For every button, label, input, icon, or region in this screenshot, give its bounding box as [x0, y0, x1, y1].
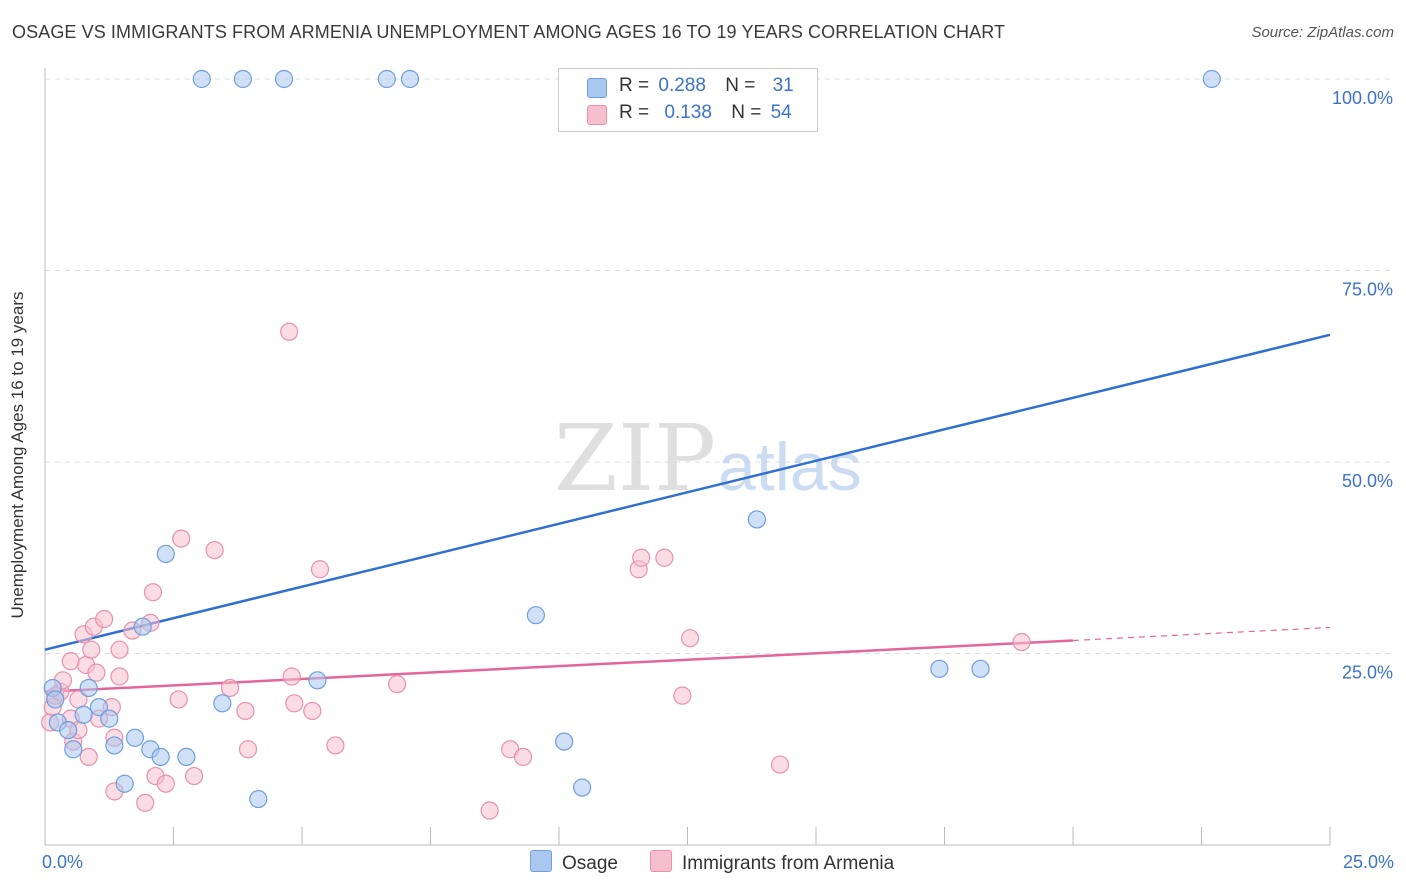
point-armenia — [172, 529, 191, 548]
grid-layer — [45, 78, 1392, 654]
point-osage — [308, 671, 327, 690]
trend-layer — [44, 333, 1331, 694]
y-tick-label: 50.0% — [1342, 471, 1393, 491]
source-credit: Source: ZipAtlas.com — [1251, 24, 1394, 41]
point-armenia — [238, 740, 258, 759]
series-legend-armenia: Immigrants from Armenia — [650, 850, 894, 875]
legend-text-armenia: R = 0.138 N = 54 — [619, 102, 792, 124]
legend-n-value: 31 — [772, 75, 794, 96]
trendline-armenia — [44, 639, 1074, 694]
point-osage — [274, 69, 294, 89]
legend-swatch-osage — [587, 78, 607, 98]
point-armenia — [680, 629, 700, 648]
point-osage — [177, 747, 196, 767]
y-tick-label: 75.0% — [1342, 280, 1393, 300]
point-armenia — [303, 701, 322, 721]
legend-n-value: 54 — [770, 102, 792, 123]
point-armenia — [87, 663, 106, 682]
point-armenia — [387, 675, 407, 694]
point-osage — [249, 789, 268, 809]
point-osage — [971, 659, 990, 678]
point-armenia — [156, 774, 175, 793]
point-armenia — [205, 540, 224, 560]
point-osage — [64, 740, 83, 759]
points-layer — [41, 69, 1221, 820]
x-tick-label-max: 25.0% — [1342, 852, 1394, 872]
y-tick-label: 100.0% — [1332, 88, 1393, 108]
point-armenia — [770, 755, 790, 774]
point-armenia — [632, 548, 651, 567]
point-osage — [115, 774, 134, 793]
point-armenia — [326, 736, 345, 755]
series-label-armenia: Immigrants from Armenia — [682, 853, 895, 874]
point-osage — [213, 694, 232, 713]
point-armenia — [236, 701, 255, 721]
legend-r-label: R = — [619, 102, 650, 123]
point-osage — [74, 705, 93, 724]
point-osage — [79, 678, 98, 698]
legend-r-value: 0.288 — [658, 75, 706, 96]
point-osage — [192, 69, 211, 89]
trendline-osage — [44, 333, 1331, 651]
chart-title: OSAGE VS IMMIGRANTS FROM ARMENIA UNEMPLO… — [12, 22, 1006, 42]
point-armenia — [95, 609, 114, 629]
point-armenia — [280, 322, 299, 341]
point-osage — [377, 69, 396, 89]
legend-swatch-armenia — [587, 105, 607, 125]
point-armenia — [79, 747, 98, 767]
point-armenia — [136, 793, 155, 812]
point-armenia — [513, 747, 533, 767]
x-tick-label-min: 0.0% — [42, 852, 84, 872]
watermark: ZIP atlas — [554, 405, 862, 512]
point-osage — [930, 659, 949, 678]
correlation-legend: R = 0.288 N = 31 R = 0.138 N = 54 — [558, 68, 818, 132]
point-osage — [233, 69, 252, 89]
legend-text-osage: R = 0.288 N = 31 — [619, 75, 794, 97]
point-osage — [46, 690, 65, 709]
legend-n-label: N = — [731, 102, 762, 123]
point-armenia — [282, 667, 301, 686]
legend-r-label: R = — [619, 75, 650, 96]
point-armenia — [110, 667, 129, 686]
point-armenia — [184, 766, 204, 786]
point-osage — [105, 736, 124, 755]
point-armenia — [110, 640, 129, 659]
point-osage — [151, 747, 170, 767]
point-armenia — [220, 678, 240, 698]
point-armenia — [169, 690, 188, 709]
y-tick-label: 25.0% — [1342, 663, 1393, 683]
trendline-armenia-extension — [1072, 626, 1331, 642]
series-label-osage: Osage — [562, 853, 618, 874]
series-swatch-osage — [530, 850, 552, 872]
tick-label-layer: 100.0% 75.0% 50.0% 25.0% — [1332, 88, 1393, 683]
point-armenia — [285, 694, 304, 713]
series-legend-osage: Osage — [530, 850, 618, 875]
point-armenia — [480, 801, 499, 820]
point-armenia — [82, 640, 101, 659]
point-osage — [89, 698, 109, 717]
point-armenia — [61, 652, 80, 671]
point-osage — [400, 69, 420, 89]
point-osage — [1202, 69, 1221, 89]
point-armenia — [673, 686, 692, 705]
point-armenia — [143, 583, 163, 602]
point-osage — [555, 732, 574, 751]
point-armenia — [655, 548, 674, 567]
point-osage — [133, 617, 152, 636]
point-osage — [59, 720, 78, 740]
point-armenia — [310, 560, 330, 579]
legend-r-value: 0.138 — [664, 102, 712, 123]
point-armenia — [1012, 632, 1031, 652]
point-osage — [100, 709, 119, 728]
point-osage — [526, 606, 545, 625]
point-osage — [125, 728, 145, 747]
watermark-zip: ZIP — [554, 405, 716, 512]
point-osage — [156, 544, 175, 564]
point-osage — [573, 778, 592, 797]
series-swatch-armenia — [650, 850, 672, 872]
point-osage — [747, 510, 766, 529]
legend-n-label: N = — [725, 75, 756, 96]
